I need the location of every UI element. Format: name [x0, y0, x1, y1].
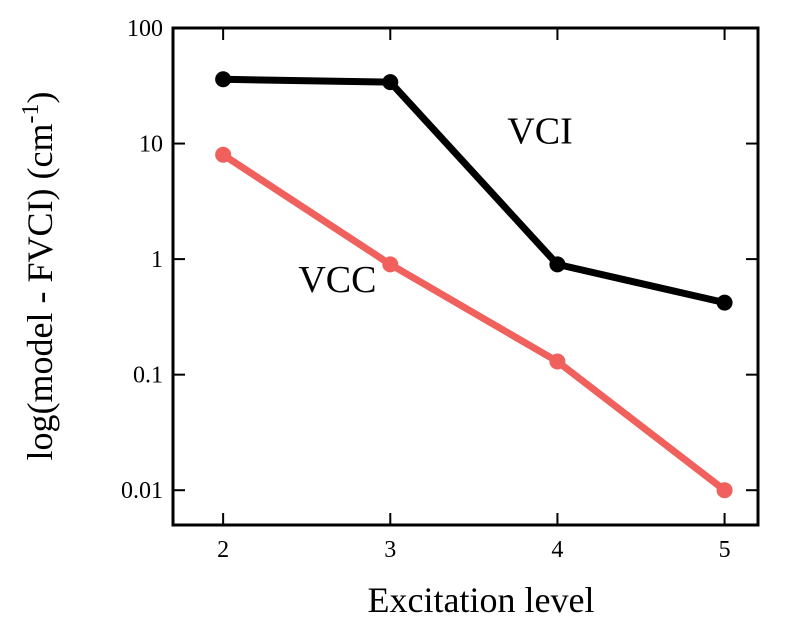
- series-line-vci: [219, 75, 729, 307]
- y-tick-label: 0.1: [133, 363, 163, 389]
- series-line-vcc: [219, 151, 729, 494]
- data-point-vci: [549, 256, 566, 273]
- y-tick-label: 10: [139, 132, 163, 158]
- data-point-vcc: [215, 146, 232, 163]
- x-tick-label: 3: [384, 537, 396, 563]
- data-point-vcc: [382, 256, 399, 273]
- series-label-vci: VCI: [507, 111, 572, 153]
- y-axis-title-superscript: -1: [18, 104, 44, 124]
- y-tick-label: 1: [151, 247, 163, 273]
- x-tick-label: 2: [217, 537, 229, 563]
- plot-frame: [171, 26, 760, 527]
- y-tick-label: 0.01: [121, 478, 163, 504]
- y-tick-label: 100: [127, 16, 163, 42]
- x-axis-title: Excitation level: [368, 580, 595, 620]
- data-point-vcc: [716, 482, 733, 499]
- y-axis-title-main: log(model - FVCI) (cm: [20, 124, 60, 461]
- labels-layer: VCI VCC: [298, 111, 572, 301]
- data-point-vcc: [549, 353, 566, 370]
- data-point-vci: [716, 294, 733, 311]
- y-axis-title: log(model - FVCI) (cm-1): [18, 92, 60, 461]
- data-point-vci: [215, 71, 232, 88]
- series-layer: [215, 71, 733, 499]
- x-tick-label: 4: [551, 537, 563, 563]
- series-label-vcc: VCC: [298, 259, 376, 301]
- axis-ticks: 2 3 4 5 0.01 0.1 1 10 100: [121, 16, 758, 563]
- x-tick-label: 5: [719, 537, 731, 563]
- y-axis-title-close: ): [20, 92, 60, 104]
- data-point-vci: [382, 74, 399, 91]
